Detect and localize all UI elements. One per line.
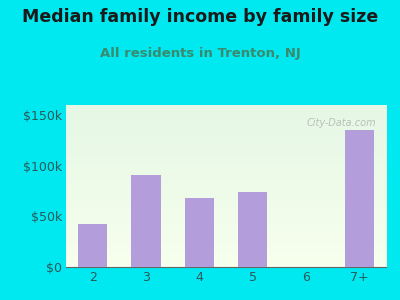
Bar: [78, 224, 107, 267]
Text: Median family income by family size: Median family income by family size: [22, 8, 378, 26]
Text: All residents in Trenton, NJ: All residents in Trenton, NJ: [100, 46, 300, 59]
Bar: [345, 130, 374, 267]
Bar: [238, 192, 267, 267]
Text: City-Data.com: City-Data.com: [307, 118, 376, 128]
Bar: [185, 198, 214, 267]
Bar: [131, 175, 161, 267]
